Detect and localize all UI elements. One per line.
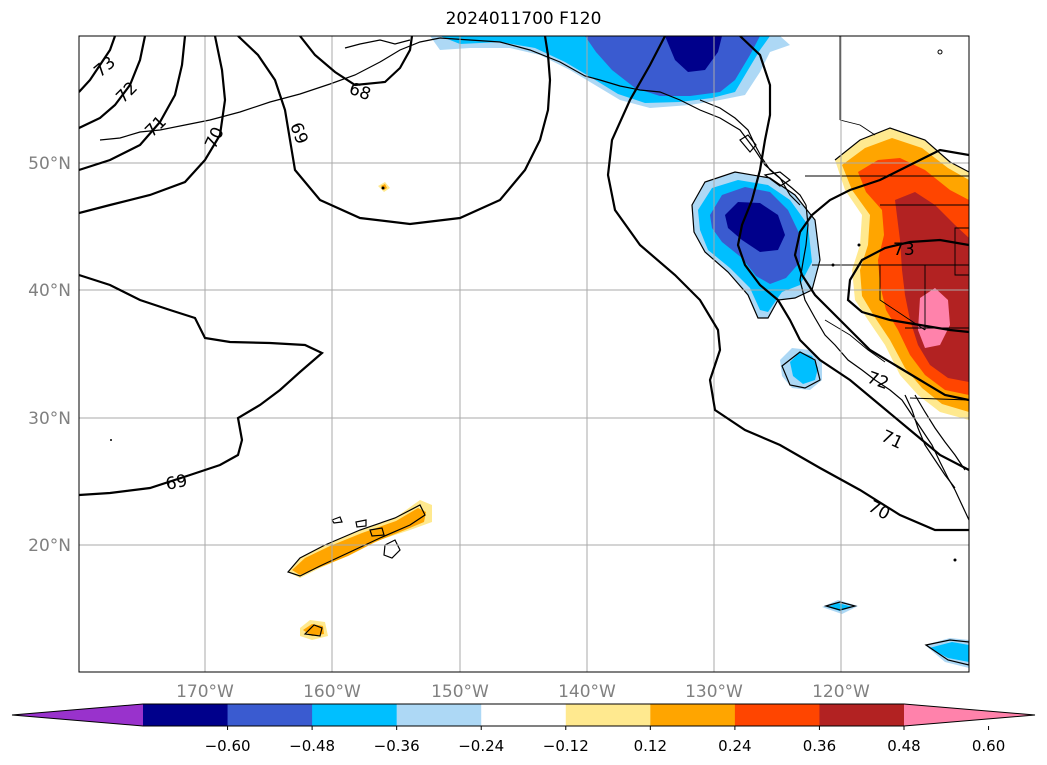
colorbar-swatch <box>565 704 651 726</box>
colorbar-tick-label: −0.12 <box>543 737 589 755</box>
graticule <box>79 36 969 672</box>
colorbar-swatch <box>143 704 229 726</box>
colorbar-tick-label: −0.48 <box>289 737 335 755</box>
lat-label: 50°N <box>28 154 71 174</box>
colorbar-swatch <box>734 704 820 726</box>
colorbar <box>11 703 1036 727</box>
colorbar-tick-label: −0.24 <box>458 737 504 755</box>
colorbar-swatch <box>819 704 905 726</box>
colorbar-swatch <box>396 704 482 726</box>
latitude-labels: 50°N 40°N 30°N 20°N <box>28 154 71 556</box>
colorbar-swatch <box>227 704 313 726</box>
colorbar-tick-label: 0.60 <box>972 737 1005 755</box>
negative-anomaly-north <box>430 36 790 108</box>
colorbar-tick-label: 0.24 <box>718 737 751 755</box>
lon-label: 160°W <box>303 682 361 702</box>
colorbar-extend-low <box>12 704 143 726</box>
map-layers: 73 72 71 70 69 68 69 73 72 71 70 <box>79 36 969 672</box>
lat-label: 30°N <box>28 409 71 429</box>
colorbar-tick-label: −0.60 <box>205 737 251 755</box>
map-area <box>79 36 969 672</box>
lon-label: 140°W <box>558 682 616 702</box>
colorbar-swatch <box>312 704 398 726</box>
height-contours <box>79 36 969 532</box>
map-frame <box>78 35 970 673</box>
negative-anomaly-northwest-coast <box>692 172 820 318</box>
colorbar-labels: −0.60 −0.48 −0.36 −0.24 −0.12 0.12 0.24 0.36 0.4… <box>205 726 1005 755</box>
longitude-labels: 170°W 160°W 150°W 140°W 130°W 120°W <box>176 682 870 702</box>
contour-label: 73 <box>893 240 915 260</box>
lon-label: 150°W <box>431 682 489 702</box>
positive-anomaly-western-us <box>835 128 969 420</box>
colorbar-swatch <box>650 704 736 726</box>
lon-label: 170°W <box>176 682 234 702</box>
colorbar-extend-high <box>904 704 1035 726</box>
colorbar-tick-label: 0.48 <box>887 737 920 755</box>
contour-label: 69 <box>164 471 189 495</box>
colorbar-tick-label: −0.36 <box>374 737 420 755</box>
lon-label: 130°W <box>685 682 743 702</box>
colorbar-tick-label: 0.36 <box>803 737 836 755</box>
colorbar-outline <box>11 703 1036 727</box>
lat-label: 20°N <box>28 536 71 556</box>
map-title: 2024011700 F120 <box>445 9 602 29</box>
colorbar-swatch <box>481 704 567 726</box>
lon-label: 120°W <box>812 682 870 702</box>
colorbar-tick-label: 0.12 <box>634 737 667 755</box>
lat-label: 40°N <box>28 281 71 301</box>
